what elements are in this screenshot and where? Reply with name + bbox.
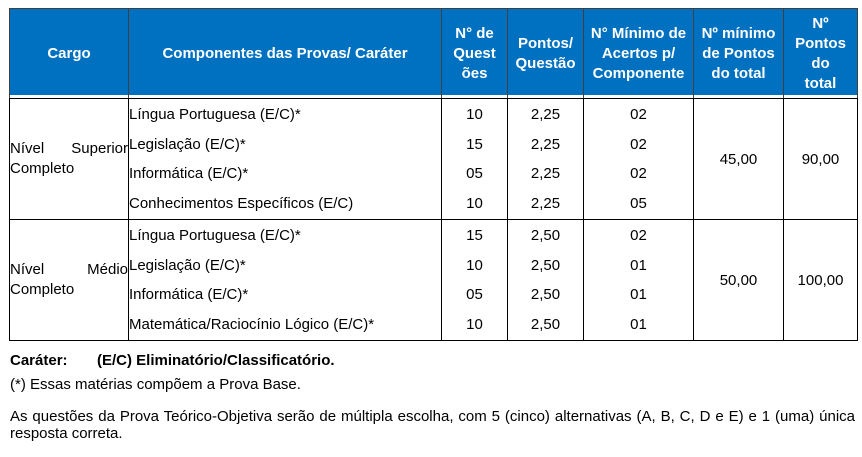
table-row-nivel-medio: Nível Médio Completo Língua Portuguesa (… (9, 219, 858, 341)
component-item: Informática (E/C)* (129, 165, 249, 182)
questions-value: 05 (466, 286, 483, 303)
points-total-value: 100,00 (783, 219, 858, 341)
min-points-total-value: 45,00 (693, 98, 784, 220)
points-per-question-value: 2,50 (530, 286, 561, 303)
questions-value: 10 (466, 256, 483, 274)
cargo-cell: Nível Médio Completo (9, 219, 129, 341)
carater-value: (E/C) Eliminatório/Classificatório. (97, 352, 335, 369)
points-per-question-value: 2,25 (530, 194, 561, 212)
points-per-question-value: 2,50 (530, 315, 561, 333)
footnotes: Caráter: (E/C) Eliminatório/Classificatór… (10, 352, 855, 442)
questions-value: 10 (466, 315, 483, 333)
components-cell: Língua Portuguesa (E/C)* Legislação (E/C… (128, 219, 442, 341)
points-per-question-value: 2,50 (530, 227, 561, 244)
questions-value: 10 (466, 194, 483, 212)
questions-note: As questões da Prova Teórico-Objetiva se… (10, 408, 855, 442)
min-correct-value: 02 (630, 135, 647, 153)
table-row-nivel-superior: Nível Superior Completo Língua Portugues… (9, 98, 858, 220)
points-per-question-value: 2,25 (530, 135, 561, 153)
points-total-value: 90,00 (783, 98, 858, 220)
questions-value: 05 (466, 165, 483, 182)
components-cell: Língua Portuguesa (E/C)* Legislação (E/C… (128, 98, 442, 220)
carater-label: Caráter: (10, 352, 68, 369)
component-item: Legislação (E/C)* (129, 135, 246, 153)
header-cell-min-pontos-total: Nº mínimo de Pontos do total (693, 8, 784, 99)
header-cell-min-acertos: N° Mínimo de Acertos p/ Componente (583, 8, 694, 99)
header-cell-num-pontos-total: Nº Pontos do total (783, 8, 858, 99)
min-correct-value: 01 (630, 256, 647, 274)
points-per-question-value: 2,25 (530, 165, 561, 182)
points-per-question-cell: 2,25 2,25 2,25 2,25 (507, 98, 584, 220)
component-item: Língua Portuguesa (E/C)* (129, 106, 301, 123)
min-correct-value: 05 (630, 194, 647, 212)
min-correct-value: 02 (630, 165, 647, 182)
questions-cell: 15 10 05 10 (441, 219, 508, 341)
header-cell-cargo: Cargo (9, 8, 129, 99)
points-per-question-cell: 2,50 2,50 2,50 2,50 (507, 219, 584, 341)
header-cell-pontos-questao: Pontos/ Questão (507, 8, 584, 99)
questions-value: 10 (466, 106, 483, 123)
questions-value: 15 (466, 227, 483, 244)
questions-value: 15 (466, 135, 483, 153)
min-correct-cell: 02 02 02 05 (583, 98, 694, 220)
carater-note: Caráter: (E/C) Eliminatório/Classificatór… (10, 352, 855, 369)
questions-cell: 10 15 05 10 (441, 98, 508, 220)
points-per-question-value: 2,25 (530, 106, 561, 123)
min-points-total-value: 50,00 (693, 219, 784, 341)
header-cell-num-questoes: N° de Quest ões (441, 8, 508, 99)
min-correct-value: 01 (630, 315, 647, 333)
min-correct-value: 01 (630, 286, 647, 303)
cargo-cell: Nível Superior Completo (9, 98, 129, 220)
component-item: Língua Portuguesa (E/C)* (129, 227, 301, 244)
min-correct-value: 02 (630, 106, 647, 123)
header-cell-componentes: Componentes das Provas/ Caráter (128, 8, 442, 99)
min-correct-value: 02 (630, 227, 647, 244)
asterisk-note: (*) Essas matérias compõem a Prova Base. (10, 376, 301, 393)
component-item: Legislação (E/C)* (129, 256, 246, 274)
points-per-question-value: 2,50 (530, 256, 561, 274)
exam-structure-table: Cargo Componentes das Provas/ Caráter N°… (9, 8, 858, 341)
component-item: Conhecimentos Específicos (E/C) (129, 194, 354, 212)
min-correct-cell: 02 01 01 01 (583, 219, 694, 341)
component-item: Informática (E/C)* (129, 286, 249, 303)
component-item: Matemática/Raciocínio Lógico (E/C)* (129, 315, 375, 333)
table-header-row: Cargo Componentes das Provas/ Caráter N°… (9, 8, 858, 99)
